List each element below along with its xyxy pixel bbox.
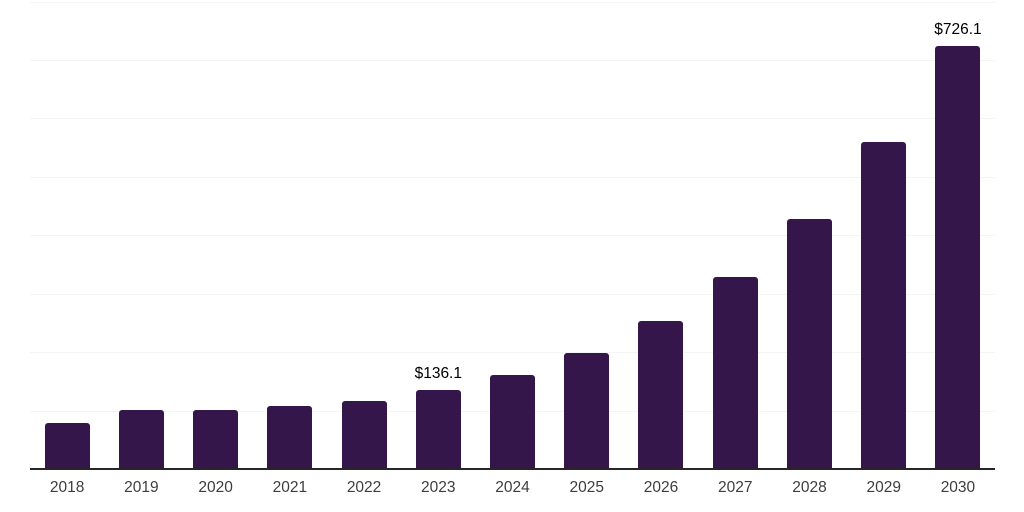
bar-slot-2019 [104,0,178,470]
gridline-600 [30,118,995,120]
bar-slot-2024 [475,0,549,470]
x-axis-line [30,468,995,470]
bar-2030 [935,45,981,470]
bar-slot-2026 [624,0,698,470]
bar-slot-2023: $136.1 [401,0,475,470]
bar-slot-2027 [698,0,772,470]
bar-2021 [267,405,313,470]
x-axis-label-2019: 2019 [124,479,159,496]
x-axis-labels: 2018 2019 2020 2021 2022 2023 2024 2025 2026 2027… [30,479,995,497]
plot-area: $136.1 $726.1 [30,0,995,470]
bar-2024 [490,375,536,470]
x-axis-label-2020: 2020 [198,479,233,496]
bar-2019 [118,409,164,470]
x-axis-label-2023: 2023 [421,479,456,496]
x-axis-label-2029: 2029 [866,479,901,496]
bar-2018 [44,422,90,470]
gridline-400 [30,235,995,237]
bars-row: $136.1 $726.1 [30,0,995,470]
bar-slot-2018 [30,0,104,470]
x-axis-label-2027: 2027 [717,479,753,496]
x-axis-label-2018: 2018 [49,479,85,496]
bar-2027 [712,276,758,470]
bar-2023 [415,390,461,470]
gridline-700 [30,60,995,61]
bar-2020 [193,410,239,470]
gridline-200 [30,352,995,354]
bar-slot-2025 [550,0,624,470]
bar-value-label-2030: $726.1 [934,20,982,38]
bar-2026 [638,321,684,470]
bar-slot-2021 [253,0,327,470]
bar-slot-2029 [847,0,921,470]
bar-value-label-2023: $136.1 [414,365,462,383]
x-axis-label-2026: 2026 [643,479,679,496]
x-axis-label-2030: 2030 [940,479,976,496]
bar-2022 [341,401,387,470]
bar-2025 [564,353,610,470]
bar-slot-2028 [772,0,846,470]
gridline-300 [30,293,995,295]
x-axis-label-2025: 2025 [569,479,604,496]
gridline-800 [30,1,995,3]
gridline-500 [30,176,995,178]
bar-slot-2030: $726.1 [921,0,995,470]
bar-2029 [861,141,907,470]
bar-slot-2022 [327,0,401,470]
bar-2028 [786,218,832,470]
x-axis-label-2028: 2028 [792,479,827,496]
bar-slot-2020 [178,0,252,470]
x-axis-label-2022: 2022 [346,479,382,496]
x-axis-label-2024: 2024 [495,479,530,496]
x-axis-label-2021: 2021 [272,479,308,496]
